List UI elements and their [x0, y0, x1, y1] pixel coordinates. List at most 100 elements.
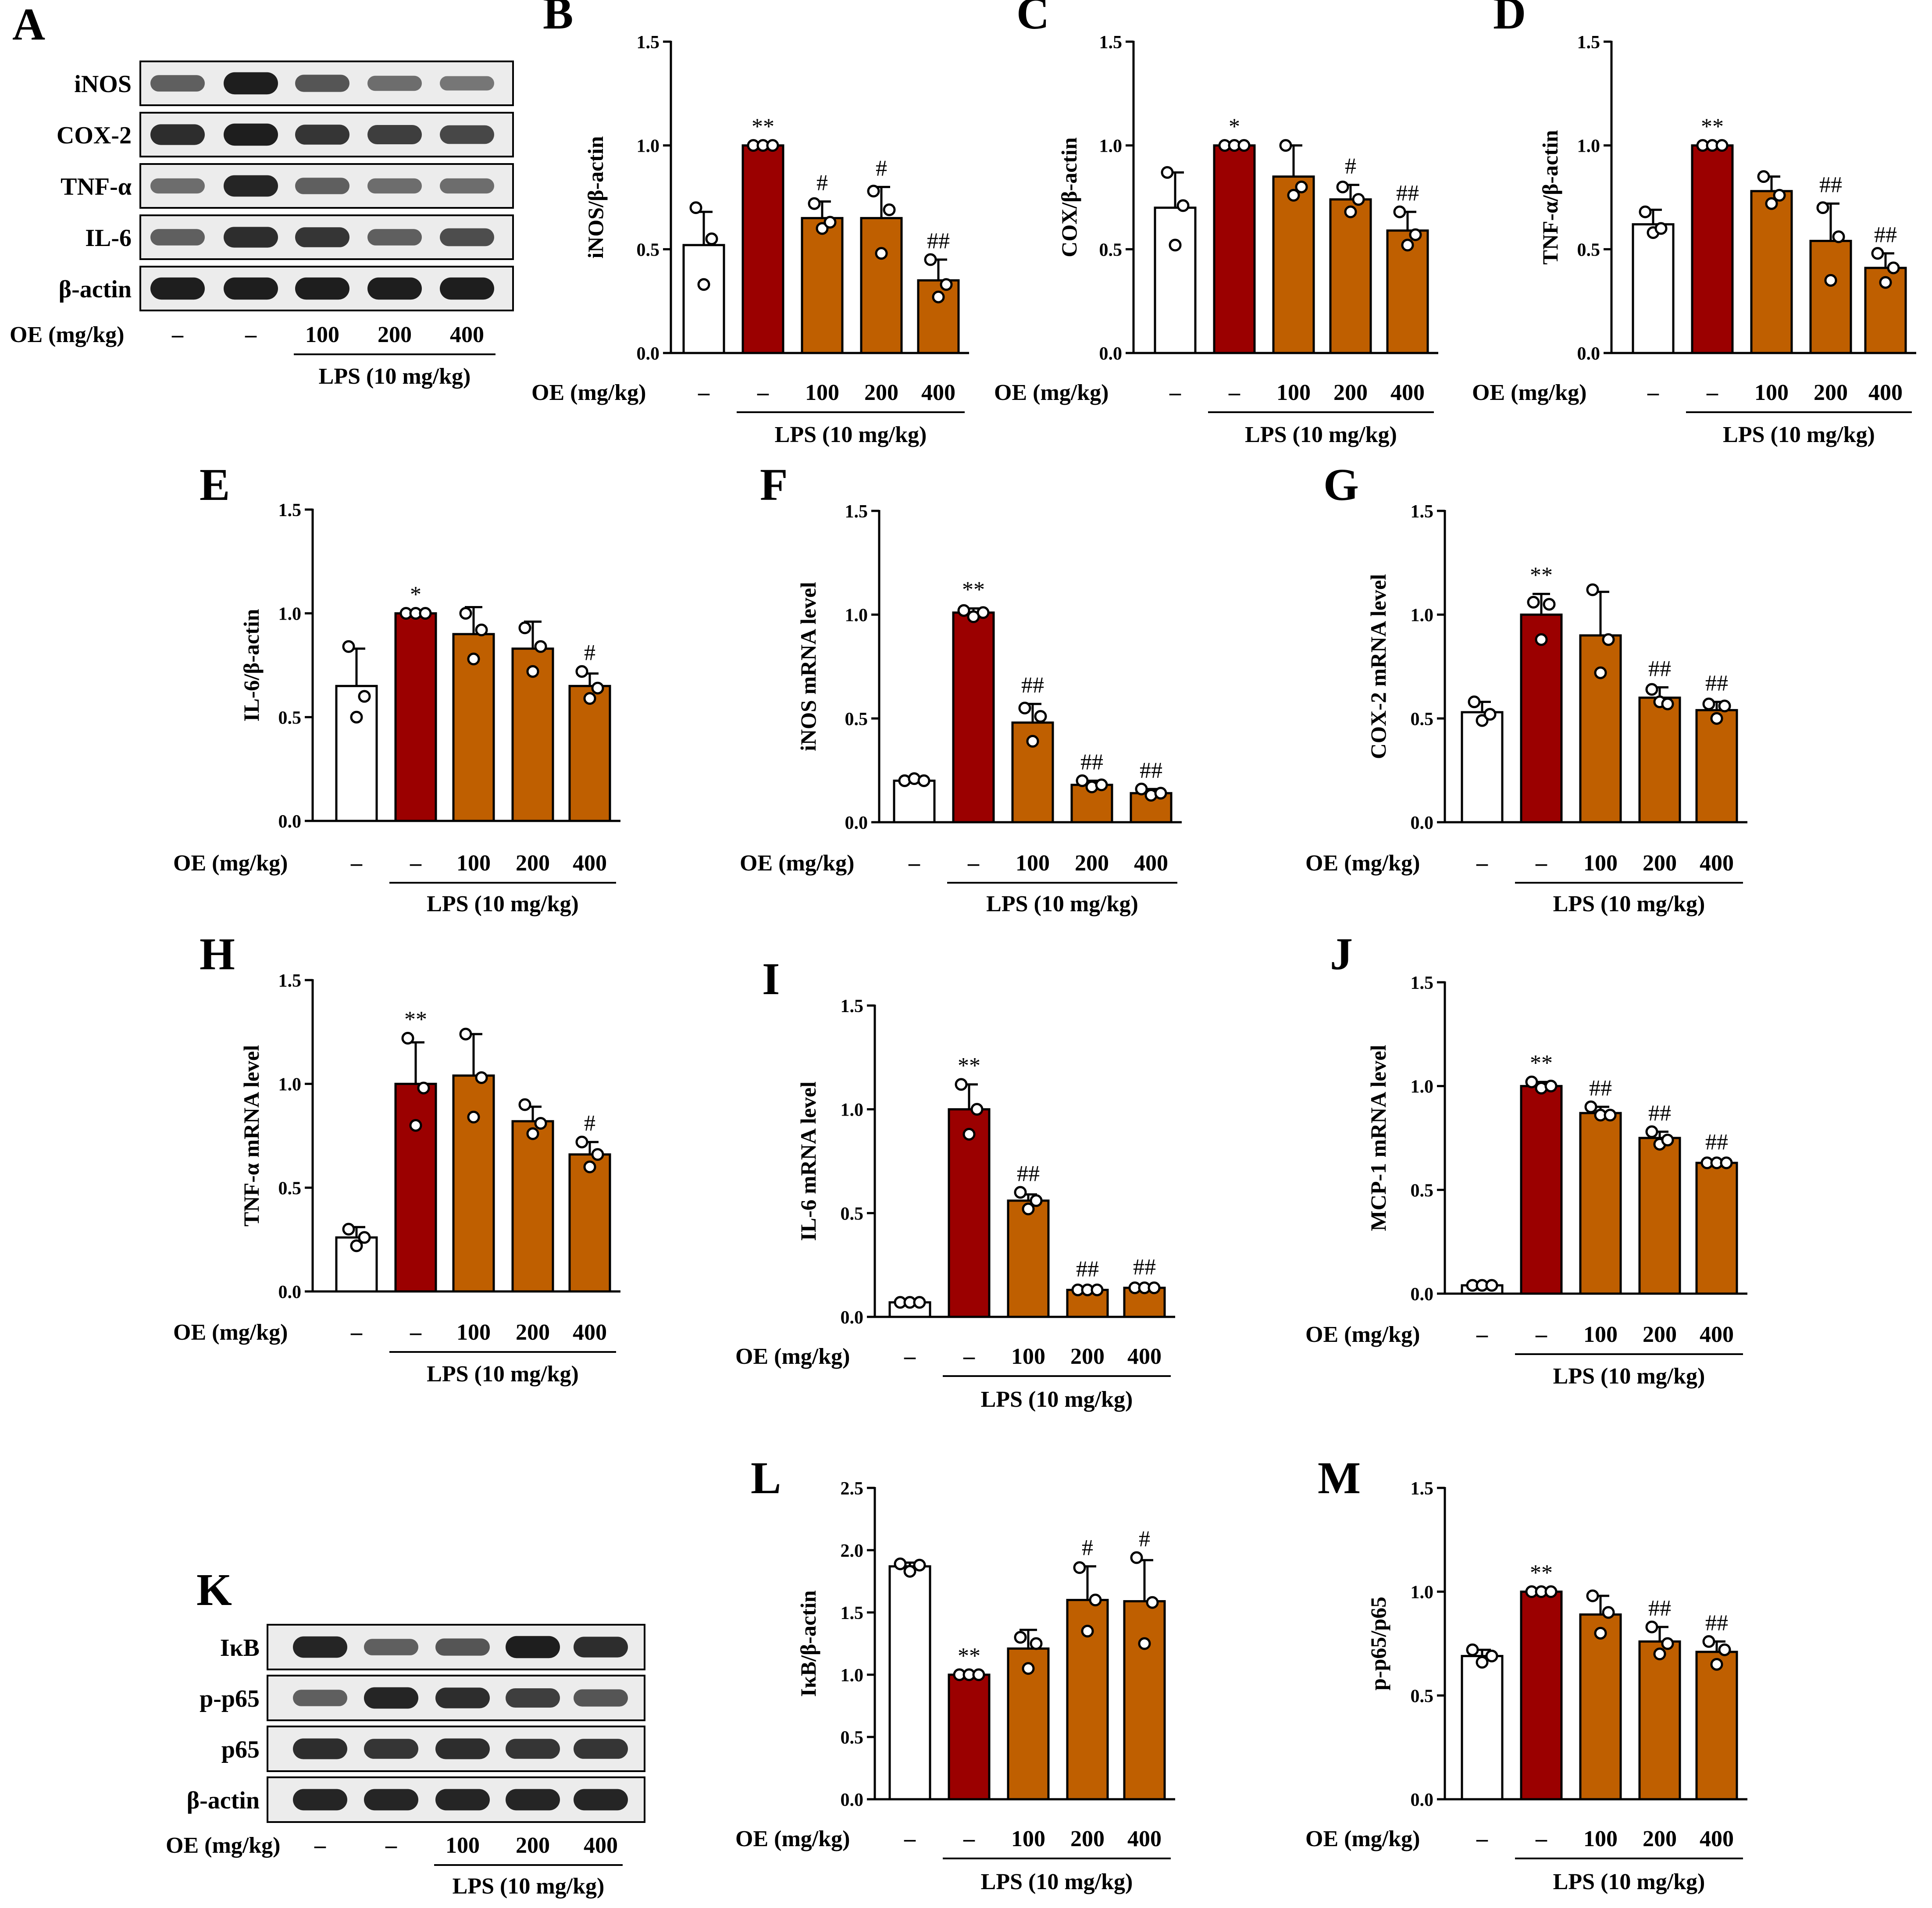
group-label: 400 — [450, 322, 484, 347]
significance-marker: * — [1229, 114, 1240, 139]
panel-letter-D: D — [1493, 0, 1526, 39]
lps-label: LPS (10 mg/kg) — [981, 1869, 1133, 1894]
blot-panel-K: K IκB p-p65 p65 β-actin OE (mg/kg) – – 100 200 400… — [166, 1565, 645, 1899]
data-point — [459, 1027, 472, 1041]
significance-marker: ## — [1705, 1130, 1728, 1155]
significance-marker: ## — [1874, 222, 1897, 247]
data-point — [1602, 1606, 1615, 1619]
chart-panel-E: E 0.0 0.5 1.0 1.5 IL-6/β-actin – * – 100 200 #400 OE… — [173, 460, 620, 917]
bar — [860, 217, 903, 354]
y-axis-label: IκB/β-actin — [796, 1590, 820, 1697]
blot-band — [506, 1688, 560, 1708]
data-point — [1476, 1656, 1489, 1669]
blot-band — [435, 1738, 490, 1759]
data-point — [1602, 633, 1615, 646]
panel-letter-I: I — [762, 954, 780, 1004]
oe-axis-label: OE (mg/kg) — [1305, 851, 1420, 876]
oe-axis-label: OE (mg/kg) — [1305, 1322, 1420, 1347]
blot-band — [295, 227, 349, 247]
chart-panel-J: J 0.0 0.5 1.0 1.5 MCP-1 mRNA level – ** – ## 100 ##… — [1305, 929, 1747, 1389]
lps-label: LPS (10 mg/kg) — [1245, 422, 1397, 447]
data-point — [1026, 735, 1039, 748]
group-label: 200 — [516, 1833, 550, 1858]
group-label: 400 — [584, 1833, 618, 1858]
blot-band — [295, 75, 349, 92]
blot-band — [150, 277, 205, 300]
data-point — [808, 197, 821, 210]
blot-band — [293, 1690, 347, 1706]
chart-panel-M: M 0.0 0.5 1.0 1.5 p-p65/p65 – ** – 100 ## 200 ## 400 O… — [1305, 1453, 1747, 1894]
group-label: – — [698, 380, 710, 405]
y-tick-label: 0.5 — [841, 1204, 864, 1224]
data-point — [913, 1558, 926, 1572]
bar — [568, 1153, 611, 1293]
group-label: – — [757, 380, 769, 405]
data-point — [1527, 596, 1540, 609]
data-point — [575, 665, 588, 678]
bar — [741, 144, 784, 354]
blot-band — [435, 1638, 490, 1656]
data-point — [1018, 702, 1031, 715]
data-point — [1645, 1125, 1658, 1138]
data-point — [1594, 666, 1607, 679]
data-point — [518, 621, 531, 635]
data-point — [875, 247, 888, 260]
y-tick-label: 0.5 — [637, 240, 660, 260]
significance-marker: # — [1082, 1535, 1093, 1560]
blot-band — [295, 125, 349, 145]
blot-band — [440, 277, 494, 300]
panel-letter-M: M — [1318, 1453, 1361, 1503]
y-axis-label: iNOS mRNA level — [796, 582, 820, 751]
oe-axis-label: OE (mg/kg) — [1472, 380, 1586, 405]
group-label: 200 — [1814, 380, 1848, 405]
data-point — [1279, 139, 1292, 152]
lps-label: LPS (10 mg/kg) — [427, 892, 579, 917]
data-point — [475, 1071, 488, 1084]
panel-letter-J: J — [1330, 929, 1353, 979]
y-tick-label: 0.0 — [1411, 1284, 1434, 1305]
data-point — [903, 1565, 916, 1578]
data-point — [1073, 1561, 1086, 1574]
y-tick-label: 0.5 — [845, 709, 868, 729]
blot-row-label: TNF-α — [61, 173, 132, 200]
lps-label: LPS (10 mg/kg) — [986, 892, 1138, 917]
group-label: 400 — [573, 1320, 607, 1345]
blot-band — [150, 229, 205, 246]
group-label: 100 — [1583, 851, 1618, 876]
data-point — [1661, 697, 1674, 710]
oe-axis-label: OE (mg/kg) — [735, 1344, 850, 1369]
data-point — [1476, 714, 1489, 727]
data-point — [591, 681, 604, 695]
data-point — [1130, 1551, 1143, 1564]
data-point — [955, 1078, 968, 1091]
data-point — [518, 1098, 531, 1111]
blot-row-label: IL-6 — [85, 225, 132, 252]
group-label: – — [350, 851, 363, 876]
y-tick-label: 2.0 — [841, 1541, 864, 1561]
y-tick-label: 1.0 — [845, 606, 868, 626]
y-tick-label: 0.0 — [278, 1282, 302, 1302]
blot-band — [506, 1789, 560, 1811]
data-point — [1718, 1643, 1731, 1656]
y-tick-label: 1.5 — [841, 1603, 864, 1623]
data-point — [1720, 1156, 1733, 1170]
data-point — [1344, 205, 1357, 218]
bar — [394, 612, 437, 822]
significance-marker: # — [584, 640, 595, 665]
group-label: – — [1228, 380, 1240, 405]
bar — [1750, 190, 1793, 354]
data-point — [1757, 170, 1770, 183]
group-label: 100 — [1754, 380, 1789, 405]
data-point — [1639, 205, 1652, 218]
data-point — [1336, 180, 1349, 193]
blot-band — [367, 75, 422, 91]
data-point — [1661, 1637, 1674, 1650]
bar — [1638, 1640, 1681, 1801]
data-point — [1544, 1080, 1558, 1093]
chart-panel-B: B 0.0 0.5 1.0 1.5 iNOS/β-actin – ** – #100 #200 ## 4… — [531, 0, 969, 447]
significance-marker: ** — [752, 114, 774, 139]
blot-band — [150, 178, 205, 194]
blot-band — [435, 1687, 490, 1708]
group-label: 100 — [1016, 851, 1050, 876]
